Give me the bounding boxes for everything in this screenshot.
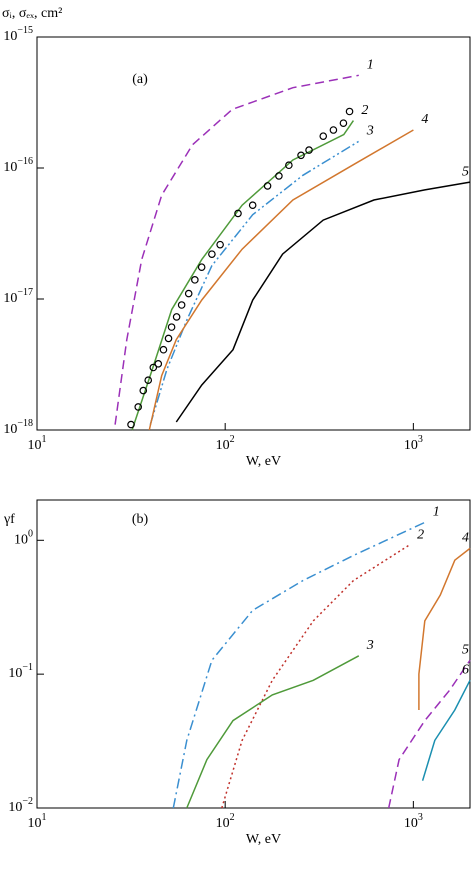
tick-label: 10−16 xyxy=(3,156,33,175)
curve-label: 3 xyxy=(366,123,374,138)
panel-label: (a) xyxy=(132,72,148,87)
curve-label: 2 xyxy=(417,527,424,542)
y-axis-label: γf xyxy=(3,512,15,527)
data-point xyxy=(159,345,168,354)
tick-base: 10 xyxy=(3,291,17,306)
tick-base: 10 xyxy=(8,666,22,681)
series-line xyxy=(131,120,355,431)
tick-label: 103 xyxy=(404,812,423,831)
tick-exponent: −18 xyxy=(17,418,33,429)
tick-label: 10−15 xyxy=(3,25,33,44)
tick-label: 10−2 xyxy=(8,796,33,815)
series-line xyxy=(175,181,471,423)
data-point xyxy=(345,107,354,116)
tick-base: 10 xyxy=(14,533,28,548)
tick-label: 103 xyxy=(404,434,423,453)
data-point xyxy=(263,182,272,190)
tick-exponent: −15 xyxy=(17,25,33,36)
curve-label: 5 xyxy=(462,642,469,657)
tick-label: 101 xyxy=(28,434,47,453)
tick-base: 10 xyxy=(216,816,230,831)
data-point xyxy=(208,250,216,258)
data-point xyxy=(167,323,176,331)
curve-label: 6 xyxy=(462,662,469,677)
tick-base: 10 xyxy=(3,160,17,175)
x-axis-label: W, eV xyxy=(246,832,281,847)
tick-exponent: 3 xyxy=(418,812,423,823)
tick-label: 10−1 xyxy=(8,662,33,681)
curve-label: 1 xyxy=(433,505,440,520)
y-axis-label: σᵢ, σₑₓ, cm² xyxy=(2,6,62,21)
data-point xyxy=(248,201,257,210)
tick-base: 10 xyxy=(404,816,418,831)
tick-exponent: 1 xyxy=(42,812,47,823)
series-line xyxy=(172,521,426,809)
plot-frame xyxy=(36,499,471,809)
data-point xyxy=(172,313,181,321)
data-point xyxy=(144,376,153,384)
tick-base: 10 xyxy=(3,422,17,437)
data-point xyxy=(177,301,186,309)
data-point xyxy=(184,289,193,298)
tick-exponent: −2 xyxy=(22,796,33,807)
series-line xyxy=(387,659,471,809)
data-point xyxy=(285,161,293,170)
series-line xyxy=(418,547,471,710)
series-line xyxy=(221,544,410,809)
data-point xyxy=(319,132,328,140)
tick-base: 10 xyxy=(3,29,17,44)
tick-label: 10−18 xyxy=(3,418,33,437)
data-point xyxy=(305,146,313,154)
tick-exponent: −17 xyxy=(17,287,33,298)
data-point xyxy=(234,209,242,218)
tick-exponent: 0 xyxy=(28,529,33,540)
data-point xyxy=(275,172,283,180)
curve-label: 2 xyxy=(361,103,368,118)
tick-exponent: 2 xyxy=(230,812,235,823)
data-point xyxy=(164,334,173,343)
tick-base: 10 xyxy=(28,438,42,453)
series-line xyxy=(421,679,471,781)
curve-label: 3 xyxy=(366,638,374,653)
tick-exponent: 3 xyxy=(418,434,423,445)
tick-exponent: 1 xyxy=(42,434,47,445)
data-point xyxy=(139,386,148,395)
curve-label: 1 xyxy=(367,58,374,73)
data-point xyxy=(339,119,348,127)
series-line xyxy=(186,655,360,809)
series-line xyxy=(148,129,414,431)
data-point xyxy=(216,240,224,249)
tick-base: 10 xyxy=(28,816,42,831)
tick-base: 10 xyxy=(216,438,230,453)
series-line xyxy=(114,74,359,425)
series-line xyxy=(149,140,360,425)
panel-label: (b) xyxy=(132,512,149,527)
data-point xyxy=(154,360,163,368)
tick-exponent: −1 xyxy=(22,662,33,673)
data-point xyxy=(134,403,143,411)
plot-frame xyxy=(36,36,471,431)
data-point xyxy=(191,276,199,284)
tick-label: 102 xyxy=(216,434,235,453)
tick-label: 101 xyxy=(28,812,47,831)
data-point xyxy=(297,151,305,160)
tick-exponent: 2 xyxy=(230,434,235,445)
data-point xyxy=(149,363,158,372)
curve-label: 5 xyxy=(462,164,469,179)
data-point xyxy=(127,420,135,429)
tick-label: 102 xyxy=(216,812,235,831)
curve-label: 4 xyxy=(462,531,469,546)
tick-exponent: −16 xyxy=(17,156,33,167)
tick-label: 10−17 xyxy=(3,287,33,306)
tick-base: 10 xyxy=(404,438,418,453)
x-axis-label: W, eV xyxy=(246,454,281,469)
tick-label: 100 xyxy=(14,529,33,548)
tick-base: 10 xyxy=(8,800,22,815)
data-point xyxy=(197,263,206,271)
curve-label: 4 xyxy=(421,112,428,127)
data-point xyxy=(329,126,338,134)
